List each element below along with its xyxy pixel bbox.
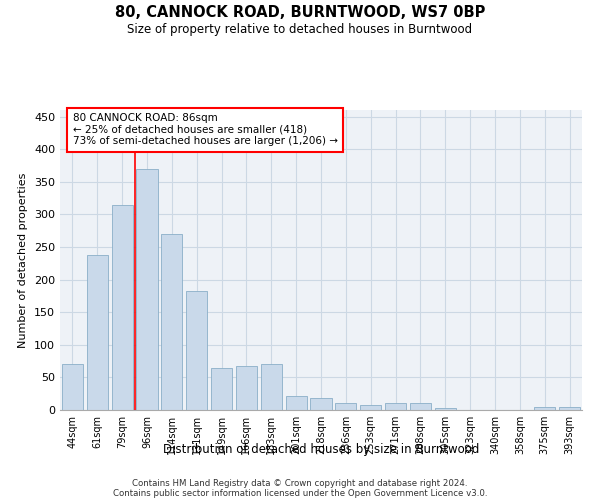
Bar (559, 408, 580, 410)
Bar (62, 364, 83, 410)
Bar (136, 168, 158, 410)
Text: Contains public sector information licensed under the Open Government Licence v3: Contains public sector information licen… (113, 488, 487, 498)
Y-axis label: Number of detached properties: Number of detached properties (19, 172, 28, 348)
Bar (161, 234, 182, 410)
Bar (335, 404, 356, 410)
Text: Contains HM Land Registry data © Crown copyright and database right 2024.: Contains HM Land Registry data © Crown c… (132, 478, 468, 488)
Bar (87, 256, 108, 410)
Text: 80 CANNOCK ROAD: 86sqm
← 25% of detached houses are smaller (418)
73% of semi-de: 80 CANNOCK ROAD: 86sqm ← 25% of detached… (73, 114, 338, 146)
Bar (410, 404, 431, 410)
Text: 80, CANNOCK ROAD, BURNTWOOD, WS7 0BP: 80, CANNOCK ROAD, BURNTWOOD, WS7 0BP (115, 5, 485, 20)
Text: Distribution of detached houses by size in Burntwood: Distribution of detached houses by size … (163, 442, 479, 456)
Bar (534, 408, 555, 410)
Text: Size of property relative to detached houses in Burntwood: Size of property relative to detached ho… (127, 22, 473, 36)
Bar (435, 408, 456, 410)
Bar (236, 366, 257, 410)
Bar (261, 364, 282, 410)
Bar (211, 368, 232, 410)
Bar (286, 396, 307, 410)
Bar (360, 405, 381, 410)
Bar (385, 404, 406, 410)
Bar (310, 398, 332, 410)
Bar (112, 204, 133, 410)
Bar (186, 290, 207, 410)
